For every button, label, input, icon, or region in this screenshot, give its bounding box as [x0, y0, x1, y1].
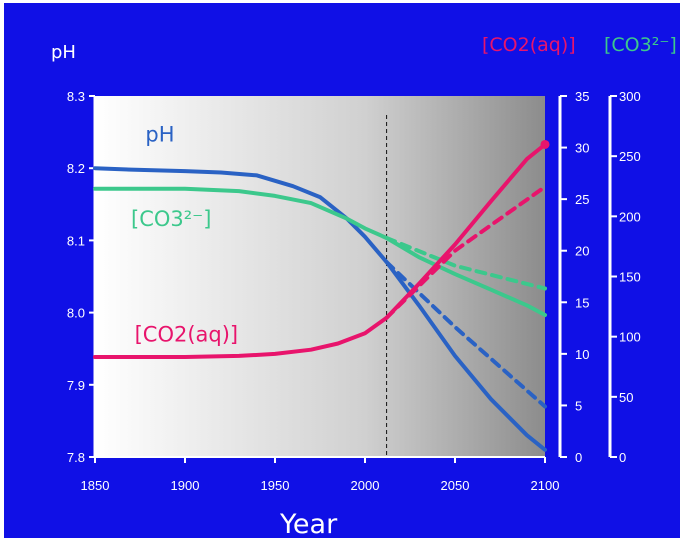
- left-axis-title: pH: [51, 42, 76, 63]
- x-tick-label: 2050: [441, 478, 470, 493]
- x-axis-title: Year: [279, 509, 338, 538]
- plot-area: [95, 96, 545, 457]
- right-1-tick-label: 25: [575, 192, 589, 207]
- series-line-4: [93, 142, 547, 359]
- x-tick-label: 1950: [261, 478, 290, 493]
- series-line-3: [384, 236, 547, 291]
- right-2-tick-label: 100: [619, 330, 641, 345]
- left-tick-label: 8.1: [67, 233, 85, 248]
- right-1-tick-label: 15: [575, 295, 589, 310]
- series-endpoint: [540, 139, 550, 149]
- right-axis-2-title: [CO3²⁻]: [604, 34, 677, 56]
- x-tick-label: 1900: [171, 478, 200, 493]
- right-1-tick-label: 35: [575, 89, 589, 104]
- right-axis-2-title-text: [CO3²⁻]: [604, 34, 677, 56]
- right-axis-1-title: [CO2(aq)]: [482, 34, 576, 56]
- left-tick-label: 8.3: [67, 89, 85, 104]
- left-tick-label: 8.2: [67, 161, 85, 176]
- right-2-tick-label: 200: [619, 209, 641, 224]
- series-label-0: pH: [145, 122, 174, 146]
- left-tick-label: 7.8: [67, 450, 85, 465]
- right-1-tick-label: 0: [575, 450, 582, 465]
- series-line-2: [93, 186, 547, 317]
- right-2-tick-label: 250: [619, 149, 641, 164]
- x-tick-label: 1850: [81, 478, 110, 493]
- series-label-2: [CO2(aq)]: [135, 322, 239, 346]
- x-tick-label: 2000: [351, 478, 380, 493]
- left-tick-label: 7.9: [67, 378, 85, 393]
- right-2-tick-label: 50: [619, 390, 633, 405]
- right-1-tick-label: 10: [575, 347, 589, 362]
- series-line-1: [384, 260, 547, 409]
- right-2-tick-label: 150: [619, 270, 641, 285]
- series-lines: [93, 139, 550, 452]
- right-1-tick-label: 30: [575, 141, 589, 156]
- right-1-tick-label: 20: [575, 244, 589, 259]
- x-tick-label: 2100: [531, 478, 560, 493]
- right-1-tick-label: 5: [575, 398, 582, 413]
- axes: [89, 95, 617, 463]
- right-axis-1-title-text: [CO2(aq)]: [482, 34, 576, 56]
- right-2-tick-label: 300: [619, 89, 641, 104]
- series-label-1: [CO3²⁻]: [131, 207, 211, 231]
- series-labels: pH [CO3²⁻] [CO2(aq)]: [131, 122, 238, 346]
- series-line-5: [384, 184, 547, 320]
- left-tick-label: 8.0: [67, 306, 85, 321]
- right-2-tick-label: 0: [619, 450, 626, 465]
